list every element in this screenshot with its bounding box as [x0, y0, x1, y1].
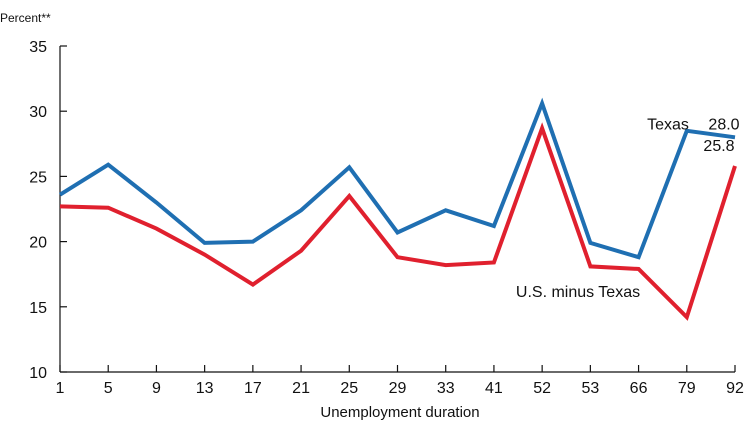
series-label-us-minus-texas: U.S. minus Texas — [516, 284, 640, 301]
y-axis-title: Percent** — [0, 11, 51, 25]
x-tick-label: 33 — [437, 380, 455, 397]
x-tick-label: 1 — [56, 380, 65, 397]
end-value-label-us-minus-texas: 25.8 — [703, 138, 734, 155]
x-tick-label: 9 — [152, 380, 161, 397]
x-tick-label: 17 — [244, 380, 262, 397]
x-axis: 1 5 9 13 17 21 25 29 33 41 52 53 66 79 92 — [56, 365, 744, 397]
x-tick-label: 92 — [726, 380, 744, 397]
x-tick-label: 13 — [196, 380, 214, 397]
x-tick-label: 66 — [630, 380, 648, 397]
x-tick-label: 25 — [340, 380, 358, 397]
x-tick-label: 5 — [104, 380, 113, 397]
x-axis-title: Unemployment duration — [320, 404, 479, 421]
y-tick-label: 10 — [29, 365, 47, 382]
y-tick-label: 25 — [29, 169, 47, 186]
series-labels: Texas U.S. minus Texas 28.0 25.8 — [516, 116, 740, 301]
y-tick-label: 35 — [29, 39, 47, 56]
y-tick-label: 15 — [29, 300, 47, 317]
series-label-texas: Texas — [647, 116, 689, 133]
y-tick-label: 30 — [29, 104, 47, 121]
series-line-us-minus-texas — [59, 122, 737, 321]
series-line-texas — [58, 97, 736, 260]
series-layer — [58, 97, 737, 321]
x-tick-label: 21 — [292, 380, 310, 397]
x-tick-label: 41 — [485, 380, 503, 397]
y-axis: 10 15 20 25 30 35 — [29, 39, 67, 382]
x-tick-label: 29 — [389, 380, 407, 397]
x-tick-label: 52 — [533, 380, 551, 397]
end-value-label-texas: 28.0 — [708, 116, 739, 133]
y-tick-label: 20 — [29, 235, 47, 252]
x-tick-label: 79 — [678, 380, 696, 397]
x-tick-label: 53 — [581, 380, 599, 397]
